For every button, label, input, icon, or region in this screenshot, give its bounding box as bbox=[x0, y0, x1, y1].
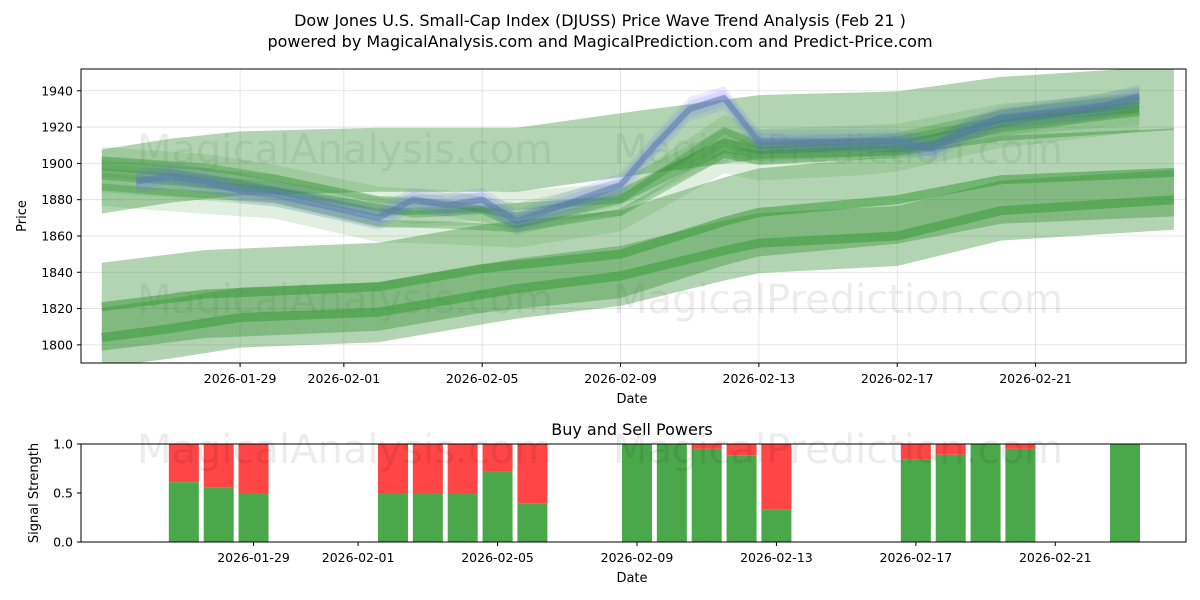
signal-ylabel: Signal Strength bbox=[27, 443, 42, 543]
x-tick-label: 2026-02-05 bbox=[446, 371, 519, 386]
watermark: MagicalAnalysis.com bbox=[137, 427, 553, 473]
x-tick-label: 2026-01-29 bbox=[217, 550, 290, 565]
signal-ticks: 2026-01-29 2026-02-01 2026-02-05 2026-02-09… bbox=[53, 437, 1092, 566]
watermark: MagicalPrediction.com bbox=[613, 277, 1063, 323]
wave-band bbox=[101, 95, 1140, 236]
y-tick-label: 1860 bbox=[41, 228, 73, 243]
trend-line bbox=[101, 167, 1175, 312]
x-tick-label: 2026-02-17 bbox=[861, 371, 934, 386]
x-tick-label: 2026-01-29 bbox=[204, 371, 277, 386]
signal-watermarks: MagicalAnalysis.com MagicalPrediction.co… bbox=[137, 427, 1063, 473]
x-tick-label: 2026-02-05 bbox=[461, 550, 534, 565]
price-xlabel: Date bbox=[616, 392, 647, 407]
price-axes-frame bbox=[80, 68, 1187, 364]
buy-bar bbox=[447, 493, 478, 542]
wave-band bbox=[101, 86, 1140, 230]
price-band bbox=[136, 88, 1140, 230]
price-plot-area bbox=[101, 69, 1175, 363]
y-tick-label: 1840 bbox=[41, 265, 73, 280]
watermark: MagicalPrediction.com bbox=[613, 127, 1063, 173]
watermark: MagicalAnalysis.com bbox=[137, 127, 553, 173]
y-tick-label: 1920 bbox=[41, 120, 73, 135]
wave-line bbox=[101, 109, 1140, 233]
sell-bar bbox=[761, 444, 792, 510]
price-band bbox=[136, 84, 1140, 234]
buy-bar bbox=[203, 487, 234, 542]
x-tick-label: 2026-02-13 bbox=[723, 371, 796, 386]
x-tick-label: 2026-02-21 bbox=[999, 371, 1072, 386]
y-tick-label: 0.5 bbox=[53, 486, 73, 501]
y-tick-label: 0.0 bbox=[53, 535, 73, 550]
buy-bar bbox=[726, 455, 757, 542]
x-tick-label: 2026-02-17 bbox=[880, 550, 953, 565]
buy-bar bbox=[900, 459, 931, 542]
chart-title: Dow Jones U.S. Small-Cap Index (DJUSS) P… bbox=[294, 11, 906, 30]
buy-bar bbox=[412, 493, 443, 542]
buy-bar bbox=[761, 509, 792, 542]
x-tick-label: 2026-02-01 bbox=[322, 550, 395, 565]
sell-bar bbox=[238, 444, 269, 493]
sell-bar bbox=[377, 444, 408, 493]
buy-bar bbox=[970, 444, 1001, 542]
buy-bar bbox=[691, 448, 722, 542]
sell-bar bbox=[1005, 444, 1036, 449]
sell-bar bbox=[168, 444, 199, 483]
buy-bar bbox=[656, 444, 687, 542]
signal-plot-area bbox=[168, 444, 1140, 542]
sell-bar bbox=[447, 444, 478, 493]
signal-xlabel: Date bbox=[616, 571, 647, 586]
trend-band bbox=[101, 69, 1174, 214]
y-tick-label: 1900 bbox=[41, 156, 73, 171]
sell-bar bbox=[203, 444, 234, 488]
trend-band bbox=[101, 128, 1174, 351]
sell-bar bbox=[900, 444, 931, 460]
buy-bar bbox=[1109, 444, 1140, 542]
price-line bbox=[135, 93, 1141, 225]
sell-bar bbox=[412, 444, 443, 493]
x-tick-label: 2026-02-09 bbox=[584, 371, 657, 386]
x-tick-label: 2026-02-01 bbox=[308, 371, 381, 386]
buy-bar bbox=[1005, 448, 1036, 542]
sell-bar bbox=[517, 444, 548, 504]
y-tick-label: 1940 bbox=[41, 83, 73, 98]
sell-bar bbox=[482, 444, 513, 472]
x-tick-label: 2026-02-21 bbox=[1019, 550, 1092, 565]
y-tick-label: 1820 bbox=[41, 301, 73, 316]
sell-bar bbox=[726, 444, 757, 456]
y-tick-label: 1880 bbox=[41, 192, 73, 207]
sell-bar bbox=[935, 444, 966, 455]
watermark: MagicalPrediction.com bbox=[613, 427, 1063, 473]
x-tick-label: 2026-02-13 bbox=[740, 550, 813, 565]
price-ticks: 2026-01-29 2026-02-01 2026-02-05 2026-02-09… bbox=[41, 83, 1072, 386]
buy-bar bbox=[935, 454, 966, 542]
wave-band bbox=[101, 92, 1140, 229]
sell-bar bbox=[691, 444, 722, 449]
buy-bar bbox=[517, 503, 548, 542]
buy-bar bbox=[238, 493, 269, 542]
y-tick-label: 1.0 bbox=[53, 437, 73, 452]
x-tick-label: 2026-02-09 bbox=[601, 550, 674, 565]
buy-bar bbox=[168, 482, 199, 542]
buy-bar bbox=[377, 493, 408, 542]
chart-subtitle: powered by MagicalAnalysis.com and Magic… bbox=[267, 32, 932, 51]
trend-line bbox=[101, 195, 1175, 343]
y-tick-label: 1800 bbox=[41, 337, 73, 352]
price-ylabel: Price bbox=[15, 200, 30, 232]
buy-bar bbox=[621, 444, 652, 542]
signal-title: Buy and Sell Powers bbox=[551, 420, 713, 439]
wave-band bbox=[101, 93, 1140, 248]
buy-bar bbox=[482, 471, 513, 542]
price-watermarks: MagicalAnalysis.com MagicalPrediction.co… bbox=[137, 127, 1063, 323]
